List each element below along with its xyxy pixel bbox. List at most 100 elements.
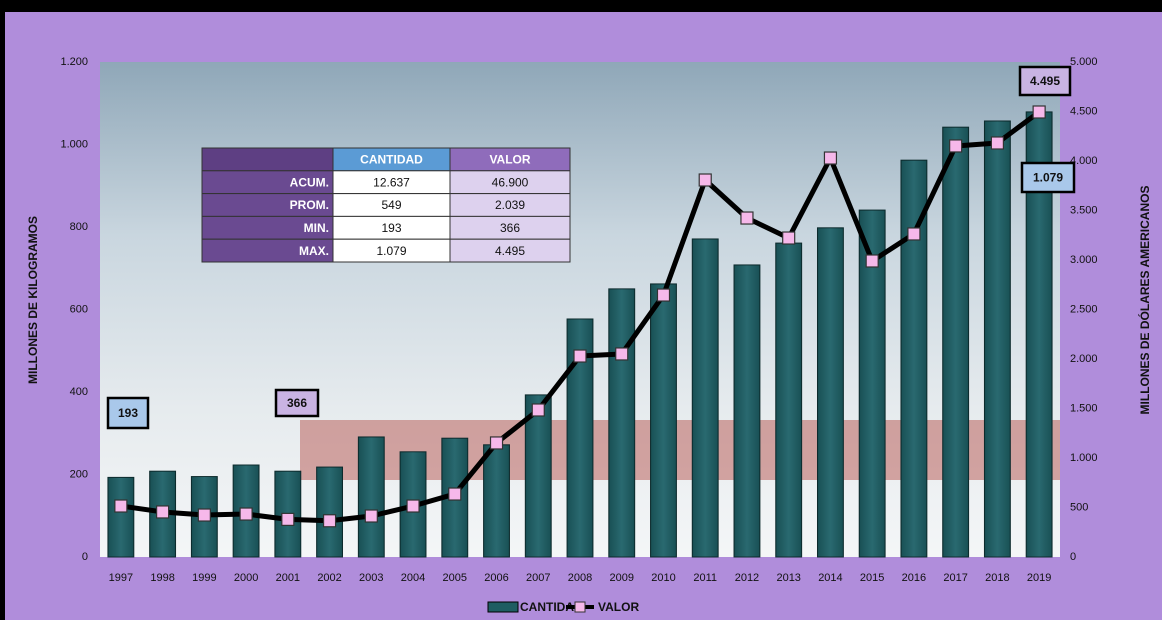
marker [782,231,796,245]
y2-axis-label: MILLONES DE DÓLARES AMERICANOS [1137,186,1152,415]
y-tick-label: 0 [82,551,88,563]
table-value: 2.039 [495,198,525,212]
x-tick-label: 2012 [735,572,759,584]
table-value: 193 [381,221,401,235]
bar-color [693,239,718,556]
bar-color [609,289,634,556]
marker [949,139,963,153]
x-tick-label: 2003 [359,572,383,584]
marker [615,347,629,361]
annotation: 4.495 [1030,74,1060,88]
table-cell [449,238,571,263]
legend-label: VALOR [598,600,639,614]
bar [983,120,1011,558]
bar [524,394,552,558]
y2-tick-label: 1.000 [1070,452,1098,464]
marker [156,505,170,519]
table-row-label: MAX. [299,244,329,258]
marker [406,499,420,513]
x-tick-label: 2014 [818,572,842,584]
bar-color [108,478,133,556]
table-row-label: MIN. [304,221,329,235]
table-corner [201,147,334,172]
x-tick-label: 2000 [234,572,258,584]
legend-marker [574,601,586,613]
bar-color [526,395,551,556]
bar [733,264,761,558]
marker [239,507,253,521]
table-value: 46.900 [492,175,529,189]
y2-tick-label: 0 [1070,551,1076,563]
bar-color [484,445,509,556]
y2-tick-label: 4.500 [1070,105,1098,117]
bar [608,288,636,558]
bar-color [735,265,759,556]
x-tick-label: 2013 [776,572,800,584]
y2-tick-label: 2.500 [1070,303,1098,315]
marker [281,512,295,526]
bar [316,466,344,558]
marker [489,436,504,450]
y2-tick-label: 1.500 [1070,402,1098,414]
marker [907,227,921,241]
x-tick-label: 1999 [192,572,216,584]
x-tick-label: 2007 [526,572,550,584]
marker [531,403,545,417]
bar-color [943,128,968,557]
x-tick-label: 2009 [609,572,633,584]
bar [691,238,719,558]
bar-color [818,228,843,556]
y-tick-label: 1.000 [60,138,88,150]
bar-color [651,284,676,556]
legend-label: CANTIDAD [520,600,583,614]
marker [1032,105,1046,119]
y-tick-label: 600 [70,303,88,315]
x-tick-label: 2019 [1027,572,1051,584]
annotation-box [1020,161,1076,194]
table-row-label: ACUM. [290,175,329,189]
annotation: 193 [118,406,138,420]
y2-tick-label: 2.000 [1070,353,1098,365]
bar-color [901,161,926,557]
x-tick-label: 2002 [317,572,341,584]
table-header: CANTIDAD [360,153,423,167]
y-tick-label: 1.200 [60,56,88,68]
annotation: 366 [287,396,307,410]
bar [900,159,928,558]
x-tick-label: 1997 [109,572,133,584]
y2-tick-label: 500 [1070,501,1088,513]
marker [865,254,879,268]
annotation: 1.079 [1033,171,1063,185]
annotation-box [1018,65,1072,97]
x-tick-label: 2008 [568,572,592,584]
annotation-box [274,388,320,418]
x-tick-label: 1998 [150,572,174,584]
photo-shape [300,420,1060,480]
marker [573,349,587,363]
x-tick-label: 2015 [860,572,884,584]
table-row-label: PROM. [290,198,329,212]
y2-tick-label: 4.000 [1070,155,1098,167]
bar-color [985,121,1010,557]
y2-tick-label: 3.000 [1070,254,1098,266]
bar [775,242,803,558]
y-axis-label: MILLONES DE KILOGRAMOS [26,216,40,384]
table-value: 12.637 [373,175,410,189]
x-tick-label: 2001 [276,572,300,584]
annotation-box [106,396,150,430]
table-value: 549 [381,198,401,212]
bar-color [1027,112,1052,556]
bar-color [359,437,384,556]
bar-color [776,244,801,556]
marker [698,173,712,187]
marker [656,288,671,302]
x-tick-label: 2011 [693,572,717,584]
marker [448,487,462,501]
x-tick-label: 2017 [943,572,967,584]
x-tick-label: 2010 [651,572,675,584]
bar [107,476,135,558]
table-value: 4.495 [495,244,525,258]
marker [990,136,1004,150]
marker [197,508,211,522]
